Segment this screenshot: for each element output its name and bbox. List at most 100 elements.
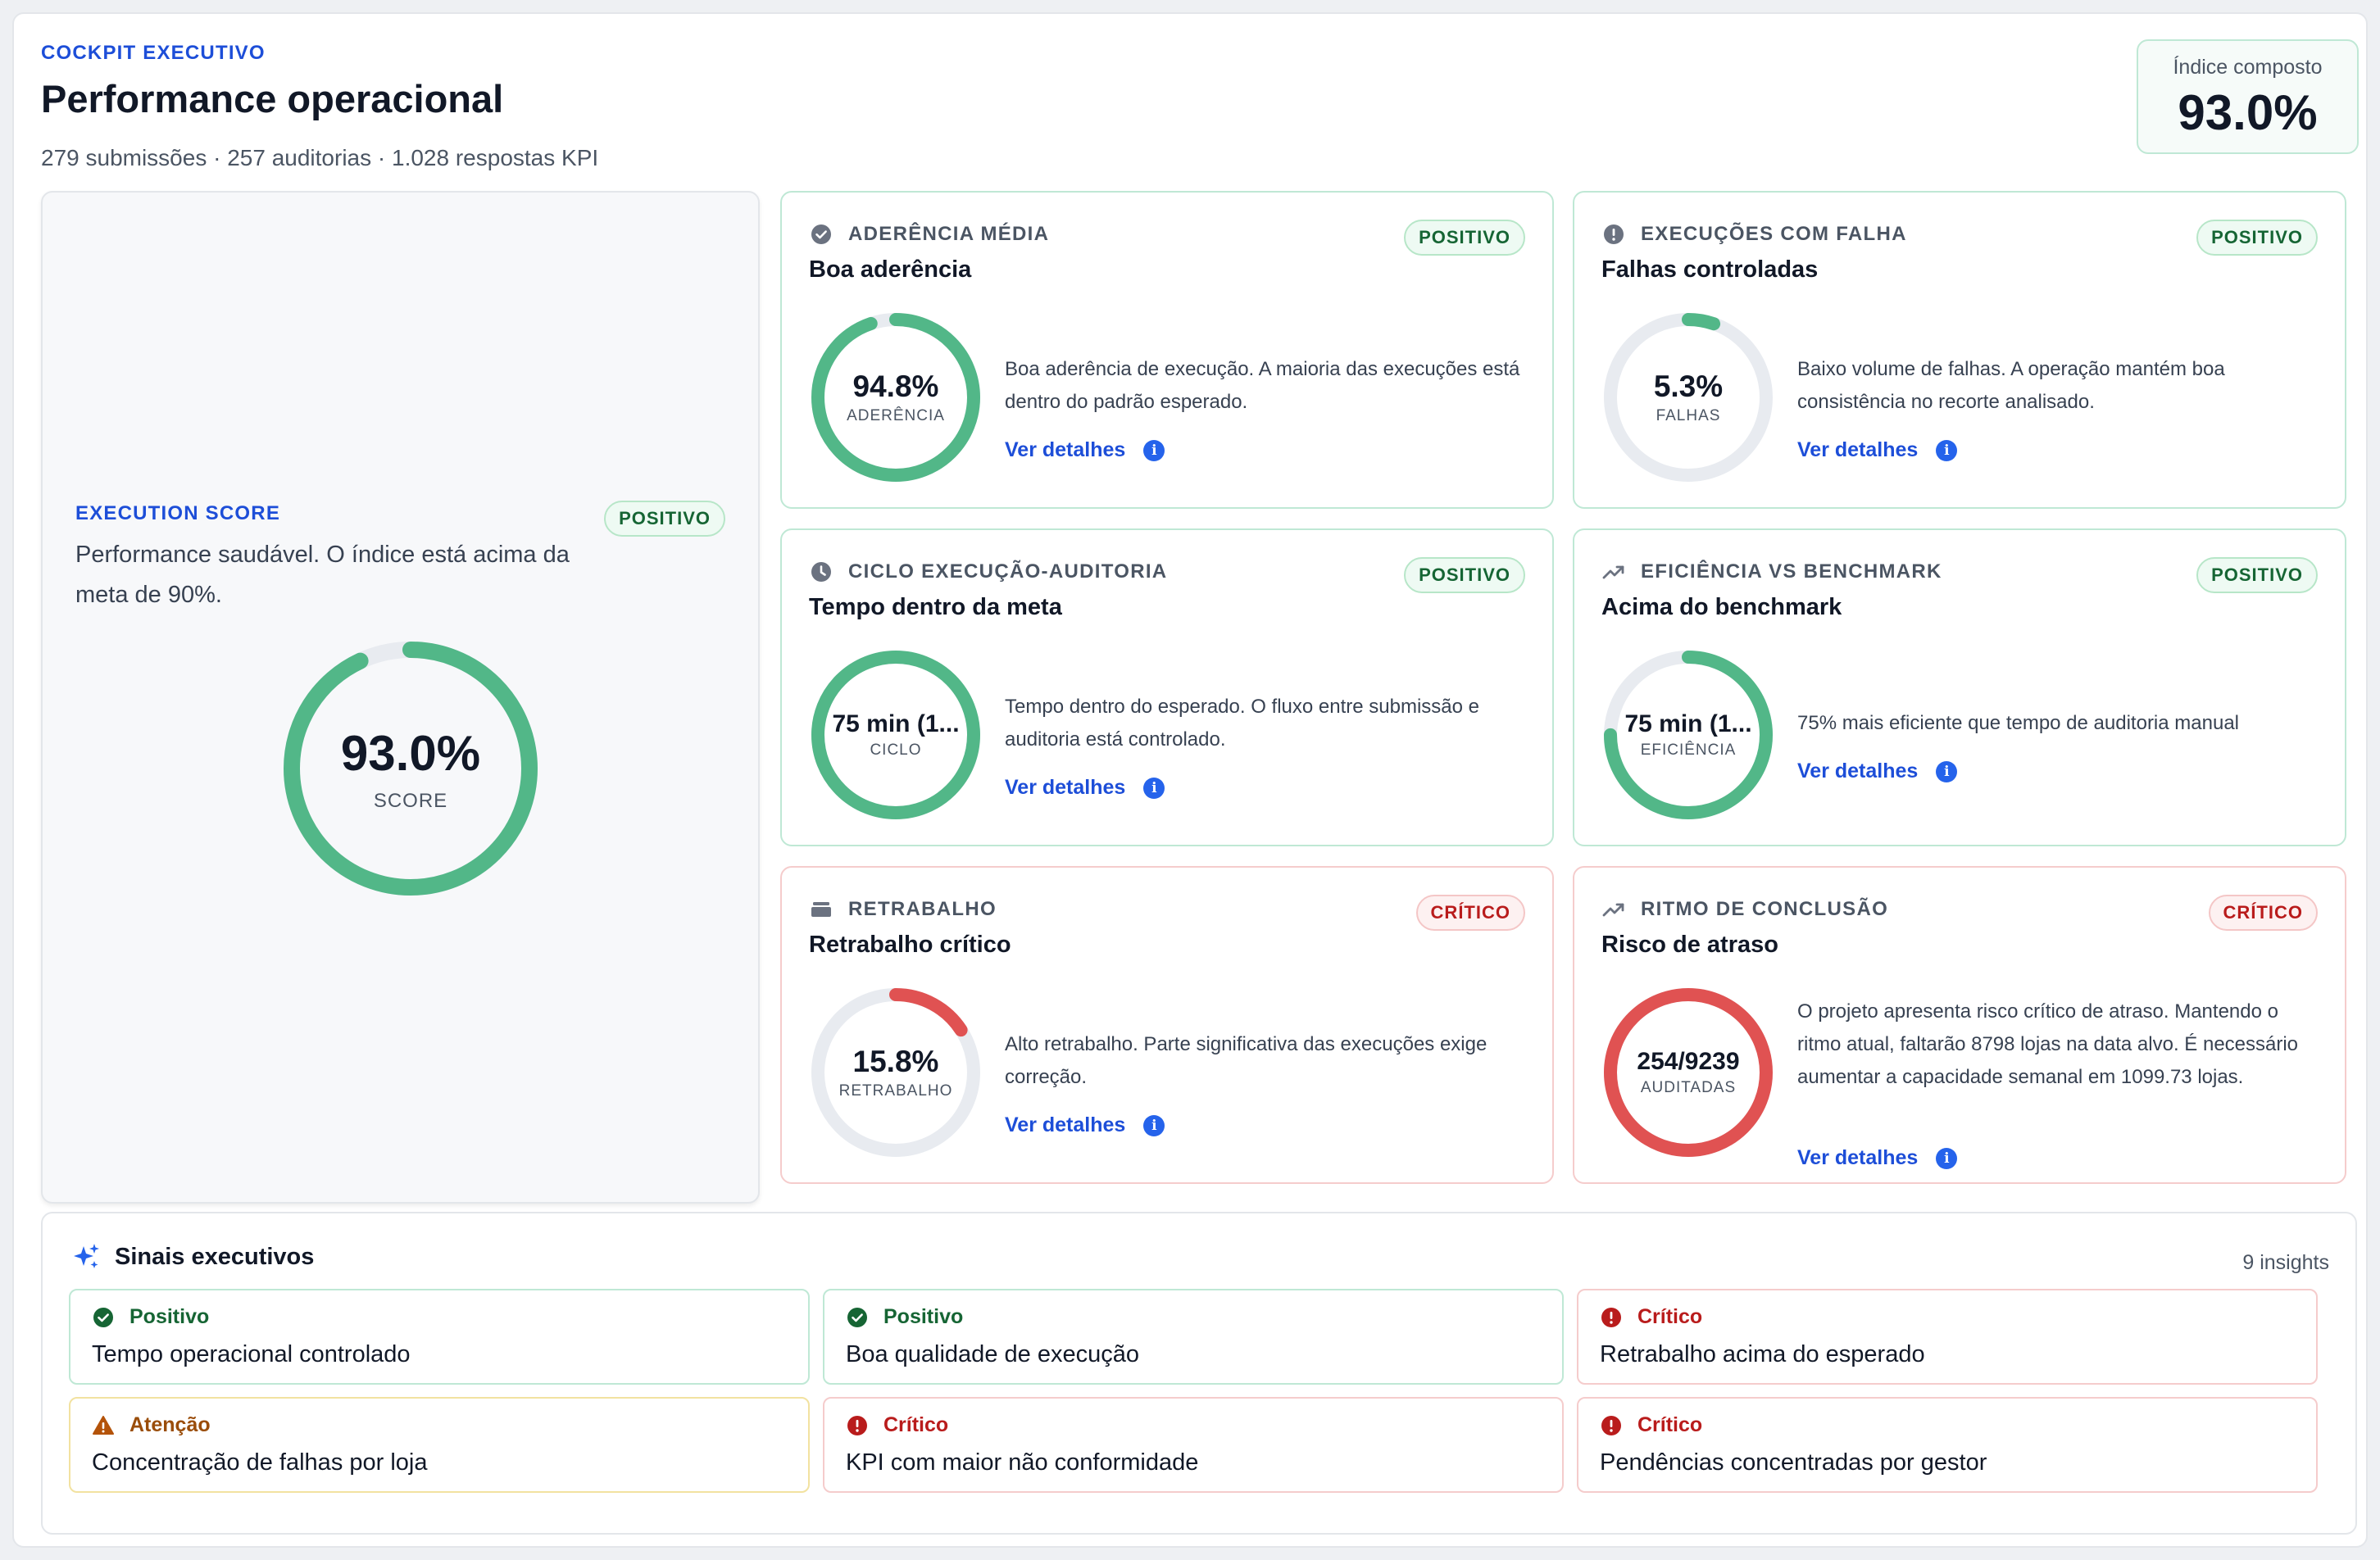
kpi-label: RITMO DE CONCLUSÃO — [1641, 898, 1889, 920]
signal-status-label: Positivo — [129, 1305, 210, 1328]
ring-progress-arc — [811, 313, 980, 482]
kpi-title: Tempo dentro da meta — [809, 594, 1062, 620]
alert-circle-icon — [847, 1415, 867, 1435]
page-title: Performance operacional — [41, 77, 504, 120]
kpi-ring: 75 min (1... EFICIÊNCIA — [1601, 648, 1775, 822]
kpi-ring-label: RETRABALHO — [838, 1082, 953, 1100]
signal-text: Pendências concentradas por gestor — [1600, 1449, 1987, 1476]
kpi-ring-value: 75 min (1... — [832, 710, 960, 737]
kpi-description: Boa aderência de execução. A maioria das… — [1005, 358, 1520, 413]
dashboard-page: COCKPIT EXECUTIVO Performance operaciona… — [12, 12, 2368, 1548]
kpi-ring-svg — [811, 988, 980, 1157]
kpi-title: Retrabalho crítico — [809, 932, 1011, 958]
trending-up-icon — [1602, 903, 1624, 917]
kpi-description: 75% mais eficiente que tempo de auditori… — [1797, 712, 2239, 734]
sparkles-icon — [74, 1244, 99, 1268]
alert-circle-icon — [1601, 1307, 1621, 1327]
alert-circle-icon — [1604, 224, 1624, 244]
kpi-ring: 254/9239 AUDITADAS — [1601, 986, 1775, 1159]
signal-status-label: Crítico — [1637, 1305, 1703, 1328]
kpi-title: Boa aderência — [809, 256, 972, 283]
ring-progress-arc — [811, 988, 980, 1157]
kpi-card-falhas: EXECUÇÕES COM FALHA POSITIVO Falhas cont… — [1573, 191, 2346, 509]
kpi-label: CICLO EXECUÇÃO-AUDITORIA — [848, 560, 1168, 583]
ring-progress-arc — [811, 651, 980, 819]
kpi-card-ciclo: CICLO EXECUÇÃO-AUDITORIA POSITIVO Tempo … — [780, 528, 1554, 846]
signal-status-label: Crítico — [883, 1413, 949, 1436]
kpi-ring-svg — [811, 651, 980, 819]
kpi-ring-label: AUDITADAS — [1640, 1079, 1737, 1096]
ring-progress-arc — [284, 642, 538, 896]
status-badge: POSITIVO — [1404, 557, 1525, 593]
page-subtitle: 279 submissões · 257 auditorias · 1.028 … — [41, 145, 599, 170]
kpi-description: Baixo volume de falhas. A operação manté… — [1797, 358, 2225, 413]
signal-status-label: Crítico — [1637, 1413, 1703, 1436]
signal-status-label: Atenção — [129, 1413, 211, 1436]
clock-icon — [811, 562, 831, 582]
kpi-label: EFICIÊNCIA VS BENCHMARK — [1641, 560, 1942, 583]
details-link[interactable]: Ver detalhes i — [1797, 1146, 1958, 1170]
composite-index-label: Índice composto — [2173, 56, 2323, 79]
details-link[interactable]: Ver detalhes i — [1005, 776, 1165, 800]
check-circle-icon — [93, 1307, 113, 1327]
kpi-card-retrabalho: RETRABALHO CRÍTICO Retrabalho crítico 15… — [780, 866, 1554, 1184]
signal-item[interactable]: Crítico KPI com maior não conformidade — [823, 1397, 1564, 1493]
details-link[interactable]: Ver detalhes i — [1005, 438, 1165, 462]
kpi-ring: 15.8% RETRABALHO — [809, 986, 983, 1159]
kpi-ring-value: 5.3% — [1653, 370, 1724, 403]
check-circle-icon — [811, 224, 831, 244]
kpi-ring: 94.8% ADERÊNCIA — [809, 311, 983, 484]
kpi-ring-value: 15.8% — [852, 1045, 939, 1078]
stack-icon — [811, 902, 831, 917]
warning-triangle-icon — [93, 1415, 114, 1435]
insights-count: 9 insights — [2242, 1251, 2329, 1274]
kpi-card-aderencia: ADERÊNCIA MÉDIA POSITIVO Boa aderência 9… — [780, 191, 1554, 509]
signal-text: Boa qualidade de execução — [846, 1341, 1139, 1367]
kpi-title: Acima do benchmark — [1601, 594, 1842, 620]
signal-text: Concentração de falhas por loja — [92, 1449, 428, 1476]
status-badge: POSITIVO — [1404, 220, 1525, 256]
info-icon: i — [1143, 439, 1165, 461]
signals-title: Sinais executivos — [115, 1243, 315, 1270]
kpi-ring-value: 75 min (1... — [1624, 710, 1752, 737]
kpi-ring-label: CICLO — [870, 741, 922, 759]
details-link-label: Ver detalhes — [1005, 1113, 1126, 1136]
kpi-description: O projeto apresenta risco crítico de atr… — [1797, 1000, 2299, 1088]
details-link-label: Ver detalhes — [1797, 760, 1919, 782]
status-badge: CRÍTICO — [2208, 895, 2318, 931]
ring-progress-arc — [1604, 313, 1773, 482]
kpi-description: Tempo dentro do esperado. O fluxo entre … — [1005, 696, 1479, 751]
kpi-card-eficiencia: EFICIÊNCIA VS BENCHMARK POSITIVO Acima d… — [1573, 528, 2346, 846]
status-badge: POSITIVO — [2196, 220, 2318, 256]
status-badge: POSITIVO — [604, 501, 725, 537]
kpi-label: EXECUÇÕES COM FALHA — [1641, 223, 1907, 245]
details-link[interactable]: Ver detalhes i — [1797, 760, 1958, 783]
signal-item[interactable]: Positivo Boa qualidade de execução — [823, 1289, 1564, 1385]
kpi-ring-svg — [811, 313, 980, 482]
composite-index-value: 93.0% — [2178, 85, 2318, 140]
kpi-description: Alto retrabalho. Parte significativa das… — [1005, 1033, 1488, 1088]
kpi-ring-svg — [1604, 988, 1773, 1157]
kpi-card-ritmo: RITMO DE CONCLUSÃO CRÍTICO Risco de atra… — [1573, 866, 2346, 1184]
details-link-label: Ver detalhes — [1005, 438, 1126, 461]
kpi-ring: 5.3% FALHAS — [1601, 311, 1775, 484]
status-badge: CRÍTICO — [1415, 895, 1525, 931]
check-circle-icon — [847, 1307, 867, 1327]
signal-item[interactable]: Atenção Concentração de falhas por loja — [69, 1397, 810, 1493]
ring-progress-arc — [1604, 988, 1773, 1157]
composite-index-card: Índice composto 93.0% — [2137, 39, 2359, 154]
kpi-ring: 75 min (1... CICLO — [809, 648, 983, 822]
details-link[interactable]: Ver detalhes i — [1005, 1113, 1165, 1137]
details-link[interactable]: Ver detalhes i — [1797, 438, 1958, 462]
info-icon: i — [1143, 1114, 1165, 1136]
details-link-label: Ver detalhes — [1797, 1146, 1919, 1169]
info-icon: i — [1936, 760, 1958, 782]
signal-item[interactable]: Crítico Retrabalho acima do esperado — [1577, 1289, 2318, 1385]
ring-progress-arc — [1604, 651, 1773, 819]
status-badge: POSITIVO — [2196, 557, 2318, 593]
trending-up-icon — [1602, 565, 1624, 579]
signal-item[interactable]: Positivo Tempo operacional controlado — [69, 1289, 810, 1385]
signal-item[interactable]: Crítico Pendências concentradas por gest… — [1577, 1397, 2318, 1493]
execution-score-value: 93.0% — [340, 725, 481, 781]
execution-score-ring-svg — [284, 642, 538, 896]
